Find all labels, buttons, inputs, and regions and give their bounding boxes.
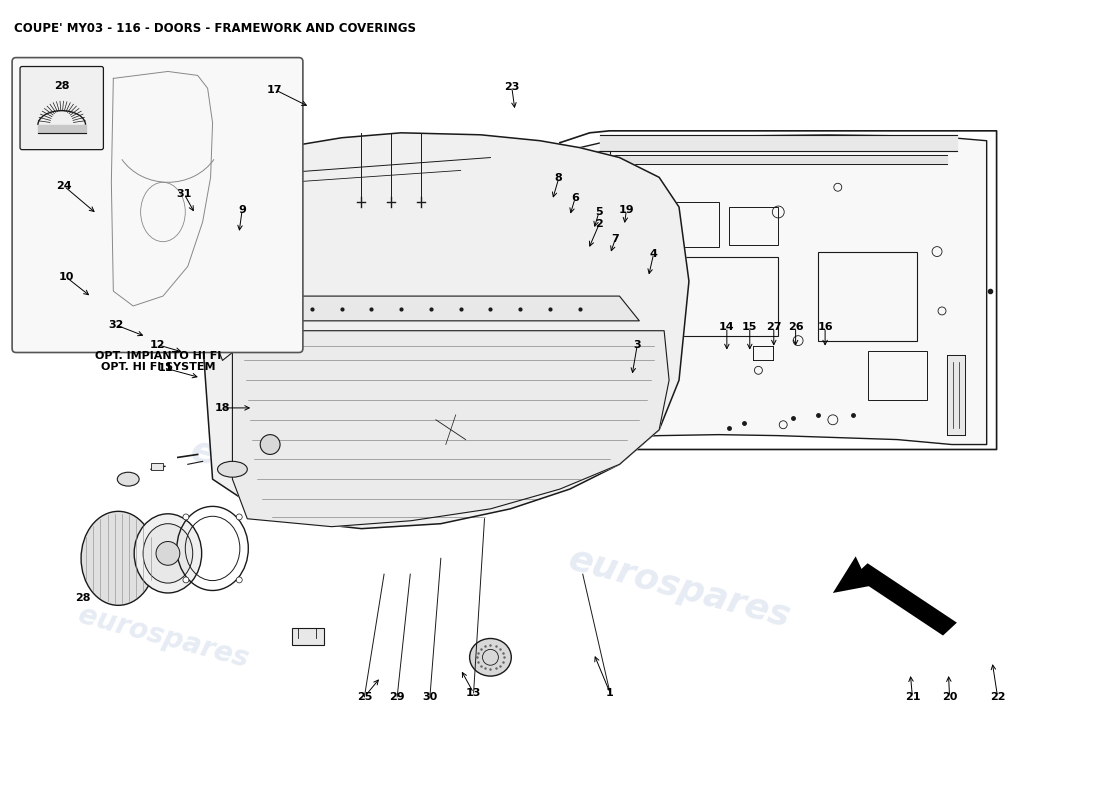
Text: 18: 18 xyxy=(214,403,230,413)
Text: OPT. IMPIANTO HI FI
OPT. HI FI SYSTEM: OPT. IMPIANTO HI FI OPT. HI FI SYSTEM xyxy=(95,350,221,372)
Text: 13: 13 xyxy=(466,688,482,698)
Polygon shape xyxy=(232,330,669,526)
Ellipse shape xyxy=(218,462,248,477)
Text: 30: 30 xyxy=(422,692,438,702)
Circle shape xyxy=(261,434,280,454)
Polygon shape xyxy=(212,262,257,361)
Text: 9: 9 xyxy=(239,205,246,215)
Ellipse shape xyxy=(143,524,192,583)
Text: 2: 2 xyxy=(595,219,603,230)
Text: 21: 21 xyxy=(904,692,921,702)
Bar xyxy=(818,251,917,341)
Ellipse shape xyxy=(118,472,139,486)
Text: 10: 10 xyxy=(58,272,74,282)
Text: 28: 28 xyxy=(75,593,90,603)
Text: 3: 3 xyxy=(634,339,641,350)
FancyBboxPatch shape xyxy=(20,66,103,150)
Text: 27: 27 xyxy=(766,322,781,332)
Text: 15: 15 xyxy=(742,322,758,332)
Polygon shape xyxy=(854,563,957,635)
Polygon shape xyxy=(202,133,689,529)
Text: eurospares: eurospares xyxy=(187,433,417,525)
Polygon shape xyxy=(252,296,639,321)
Ellipse shape xyxy=(81,511,155,606)
Text: 8: 8 xyxy=(554,174,562,183)
Text: 6: 6 xyxy=(571,193,579,203)
Text: 24: 24 xyxy=(56,182,72,191)
FancyBboxPatch shape xyxy=(12,58,303,353)
Polygon shape xyxy=(947,355,965,434)
Text: 31: 31 xyxy=(177,189,192,199)
Ellipse shape xyxy=(134,514,201,593)
Circle shape xyxy=(236,514,242,520)
Bar xyxy=(728,207,779,245)
Text: 20: 20 xyxy=(942,692,957,702)
Text: 11: 11 xyxy=(158,363,174,374)
Bar xyxy=(292,628,323,646)
Text: 28: 28 xyxy=(54,82,69,91)
Ellipse shape xyxy=(470,638,512,676)
Text: 32: 32 xyxy=(108,320,123,330)
Bar xyxy=(151,463,163,470)
Polygon shape xyxy=(605,154,947,165)
Polygon shape xyxy=(580,134,987,445)
Text: 4: 4 xyxy=(650,249,658,258)
Circle shape xyxy=(236,577,242,583)
Text: 25: 25 xyxy=(356,692,372,702)
Text: COUPE' MY03 - 116 - DOORS - FRAMEWORK AND COVERINGS: COUPE' MY03 - 116 - DOORS - FRAMEWORK AN… xyxy=(14,22,416,35)
Text: 12: 12 xyxy=(150,339,165,350)
Text: 5: 5 xyxy=(595,206,603,217)
Circle shape xyxy=(156,542,179,566)
Bar xyxy=(868,350,927,400)
Text: 17: 17 xyxy=(267,85,283,94)
Circle shape xyxy=(183,514,189,520)
Text: 22: 22 xyxy=(990,692,1005,702)
Bar xyxy=(659,257,779,336)
Text: eurospares: eurospares xyxy=(564,542,794,634)
Text: 16: 16 xyxy=(817,322,833,332)
Text: eurospares: eurospares xyxy=(75,602,251,674)
Text: 29: 29 xyxy=(389,692,405,702)
Text: 23: 23 xyxy=(504,82,519,92)
Polygon shape xyxy=(37,125,86,133)
Text: 14: 14 xyxy=(719,322,735,332)
Polygon shape xyxy=(600,134,957,150)
Polygon shape xyxy=(833,556,870,593)
Bar xyxy=(649,202,718,246)
Circle shape xyxy=(183,577,189,583)
Text: 1: 1 xyxy=(606,688,614,698)
Text: 7: 7 xyxy=(612,234,619,243)
Text: 19: 19 xyxy=(618,205,635,215)
Text: 26: 26 xyxy=(788,322,803,332)
